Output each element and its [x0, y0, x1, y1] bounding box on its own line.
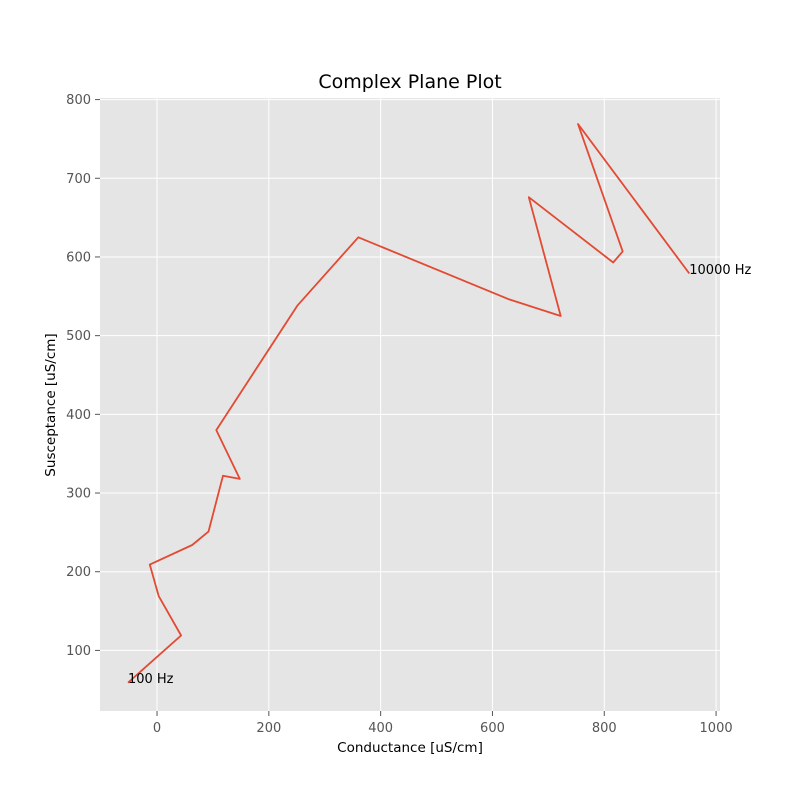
x-tick-label: 1000: [700, 721, 733, 736]
y-axis-title: Susceptance [uS/cm]: [43, 333, 59, 476]
series-layer: [127, 123, 691, 684]
x-axis-title: Conductance [uS/cm]: [337, 740, 483, 756]
series-line: [127, 123, 691, 684]
x-tick-label: 600: [480, 721, 505, 736]
y-tick-label: 100: [66, 644, 91, 659]
chart-title: Complex Plane Plot: [318, 71, 501, 93]
y-tick-label: 200: [66, 565, 91, 580]
y-tick-label: 500: [66, 329, 91, 344]
frequency-annotation: 10000 Hz: [689, 263, 751, 278]
y-tick-label: 600: [66, 250, 91, 265]
plot-area: [100, 98, 720, 711]
y-tick-label: 700: [66, 172, 91, 187]
grid-layer: [100, 98, 720, 711]
x-tick-label: 400: [368, 721, 393, 736]
y-tick-label: 400: [66, 408, 91, 423]
frequency-annotation: 100 Hz: [128, 672, 174, 687]
x-tick-label: 800: [592, 721, 617, 736]
annotation-layer: 100 Hz 10000 Hz: [128, 263, 752, 687]
y-tick-label: 300: [66, 487, 91, 502]
y-tick-label: 800: [66, 93, 91, 108]
tick-layer: 0 200 400 600 800 1000 100 200 300 400 500 600 700 80…: [66, 93, 732, 736]
x-tick-label: 200: [256, 721, 281, 736]
x-tick-label: 0: [153, 721, 161, 736]
